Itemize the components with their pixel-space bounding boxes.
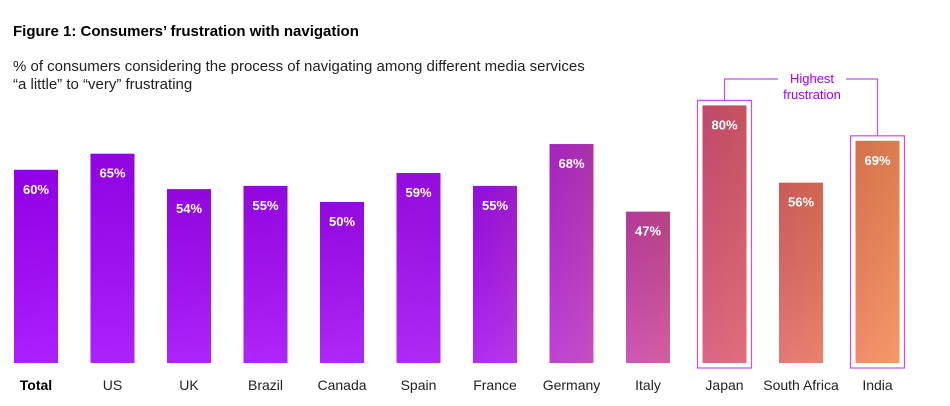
bars-group [14,105,900,364]
value-label-germany: 68% [558,156,584,171]
category-label-japan: Japan [705,377,743,393]
callout-line-1: Highest [790,71,834,86]
value-label-brazil: 55% [252,198,278,213]
bar-shade-brazil [243,185,288,363]
bar-shade-spain [396,173,441,363]
category-labels-group: Total US UK Brazil Canada Spain France Germany I… [20,377,893,393]
bar-shade-france [473,185,517,363]
callout-connector-left [723,78,778,101]
value-labels-group: 60% 65% 54% 55% 50% 59% 55% 68% 47% 80% 56% 69% [23,117,891,238]
bar-shade-south-africa [779,182,823,363]
subtitle-line-2: “a little” to “very” frustrating [13,76,193,93]
category-label-uk: UK [179,377,199,393]
bar-shade-germany [549,144,594,363]
highest-frustration-callout: Highest frustration [723,71,879,136]
category-label-france: France [473,377,517,393]
subtitle-line-1: % of consumers considering the process o… [13,58,585,75]
value-label-uk: 54% [176,201,202,216]
value-label-us: 65% [99,166,125,181]
value-label-india: 69% [864,153,890,168]
bar-shade-japan [702,105,747,364]
category-label-total: Total [20,377,52,393]
bar-shade-total [14,169,58,363]
figure-title: Figure 1: Consumers’ frustration with na… [13,23,359,40]
bar-shade-uk [167,189,211,363]
value-label-spain: 59% [405,185,431,200]
category-label-spain: Spain [401,377,437,393]
category-label-india: India [862,377,893,393]
value-label-canada: 50% [329,214,355,229]
bar-shade-us [90,153,135,363]
callout-line-2: frustration [783,87,841,102]
category-label-canada: Canada [317,377,366,393]
value-label-france: 55% [482,198,508,213]
value-label-south-africa: 56% [788,195,814,210]
value-label-total: 60% [23,182,49,197]
category-label-us: US [103,377,122,393]
chart-subtitle: % of consumers considering the process o… [13,58,585,94]
callout-connector-right [846,78,879,136]
value-label-italy: 47% [635,224,661,239]
bar-shade-italy [626,211,670,363]
category-label-brazil: Brazil [248,377,283,393]
bar-shade-canada [320,202,364,363]
value-label-japan: 80% [711,117,737,132]
bar-shade-india [855,140,900,363]
category-label-italy: Italy [635,377,661,393]
category-label-south-africa: South Africa [763,377,839,393]
category-label-germany: Germany [543,377,601,393]
